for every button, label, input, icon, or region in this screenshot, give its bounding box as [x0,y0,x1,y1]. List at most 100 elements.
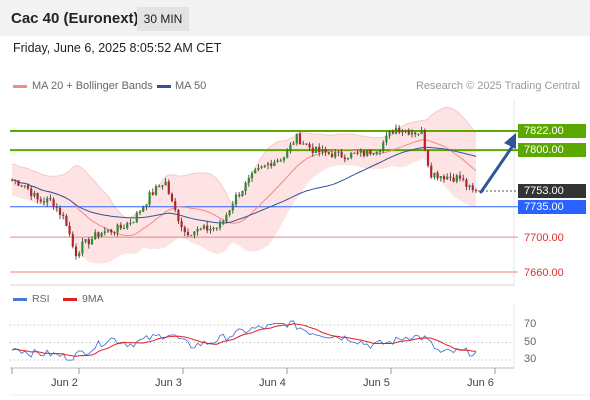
candle-body [305,143,308,145]
candle-body [106,229,110,232]
candle-body [122,228,126,230]
candle-body [202,225,206,229]
candle-body [10,179,14,181]
level-label-7660: 7660.00 [524,267,564,279]
candle-body [74,246,78,257]
candle-body [426,149,430,166]
level-label-7735: 7735.00 [518,200,586,214]
rsi-level-70: 70 [524,318,537,330]
candle-body [353,152,356,154]
candle-body [378,150,382,152]
candle-body [228,210,231,216]
candle-body [452,177,455,182]
candle-body [142,206,145,212]
candle-body [324,149,327,153]
candle-body [20,185,23,187]
candle-body [218,223,222,228]
candle-body [26,185,30,189]
candle-body [132,222,135,224]
candle-body [321,149,324,153]
candle-body [110,229,113,233]
candle-body [423,130,426,150]
candle-body [449,176,452,178]
candle-body [263,165,266,167]
level-label-7700: 7700.00 [524,232,564,244]
candle-body [87,239,90,245]
candle-body [359,150,362,153]
candle-body [391,131,394,134]
candle-body [97,232,100,237]
candle-body [177,210,180,222]
candle-body [199,228,202,230]
candle-body [282,157,286,161]
candle-body [231,204,234,211]
candle-body [78,253,81,257]
x-tick-jun3: Jun 3 [155,377,182,389]
candle-body [462,178,465,180]
candle-body [455,175,458,182]
candle-body [330,153,334,158]
candle-body [84,239,87,242]
forecast-arrow-head [504,133,516,149]
candle-body [174,201,177,211]
candle-body [289,144,292,151]
candle-body [295,133,298,144]
candle-body [433,172,436,178]
candle-body [158,186,161,188]
candle-body [196,228,199,232]
candle-body [42,201,46,203]
ma50-line [11,146,477,224]
candle-body [241,191,244,197]
candle-body [170,193,174,202]
candle-body [30,188,33,197]
candle-body [209,228,212,231]
rsi-ma-legend-swatch [63,298,77,301]
candle-body [33,192,36,197]
candle-body [247,178,250,183]
candle-body [154,186,158,195]
candle-body [266,163,270,166]
candle-body [369,149,372,155]
candle-body [439,176,442,179]
candle-body [113,232,116,234]
rsi-ma-line [11,323,477,357]
rsi-ma-legend-label: 9MA [82,293,104,305]
candle-body [167,181,170,194]
research-credit: Research © 2025 Trading Central [415,80,580,92]
candle-body [366,149,369,157]
ma20-legend-label: MA 20 + Bollinger Bands [32,80,153,92]
candle-body [52,199,55,207]
rsi-level-50: 50 [524,336,537,348]
candle-body [417,133,420,135]
candle-body [394,127,398,134]
candle-body [186,231,190,236]
candle-body [407,130,410,135]
candle-body [382,142,385,151]
candle-body [190,235,193,237]
timestamp: Friday, June 6, 2025 8:05:52 AM CET [13,41,222,55]
candle-body [404,130,407,132]
candle-body [302,143,305,145]
candle-body [471,185,474,190]
rsi-level-30: 30 [524,353,537,365]
candle-body [410,132,414,135]
candle-body [71,234,74,247]
candle-body [119,224,122,229]
candle-body [46,198,49,203]
timeframe-badge[interactable]: 30 MIN [137,7,189,31]
candle-body [273,162,276,166]
candle-body [193,231,196,236]
candle-body [148,192,151,205]
ma50-legend-label: MA 50 [175,80,207,92]
chart-header: Cac 40 (Euronext) 30 MIN [0,0,590,36]
candle-body [116,224,119,233]
candle-body [135,212,138,223]
candle-body [100,233,103,237]
candle-body [430,165,433,178]
candle-body [257,167,260,170]
candle-body [286,150,289,158]
candle-body [180,221,183,228]
candle-body [308,143,311,148]
candle-body [145,204,148,207]
candle-body [334,151,337,158]
